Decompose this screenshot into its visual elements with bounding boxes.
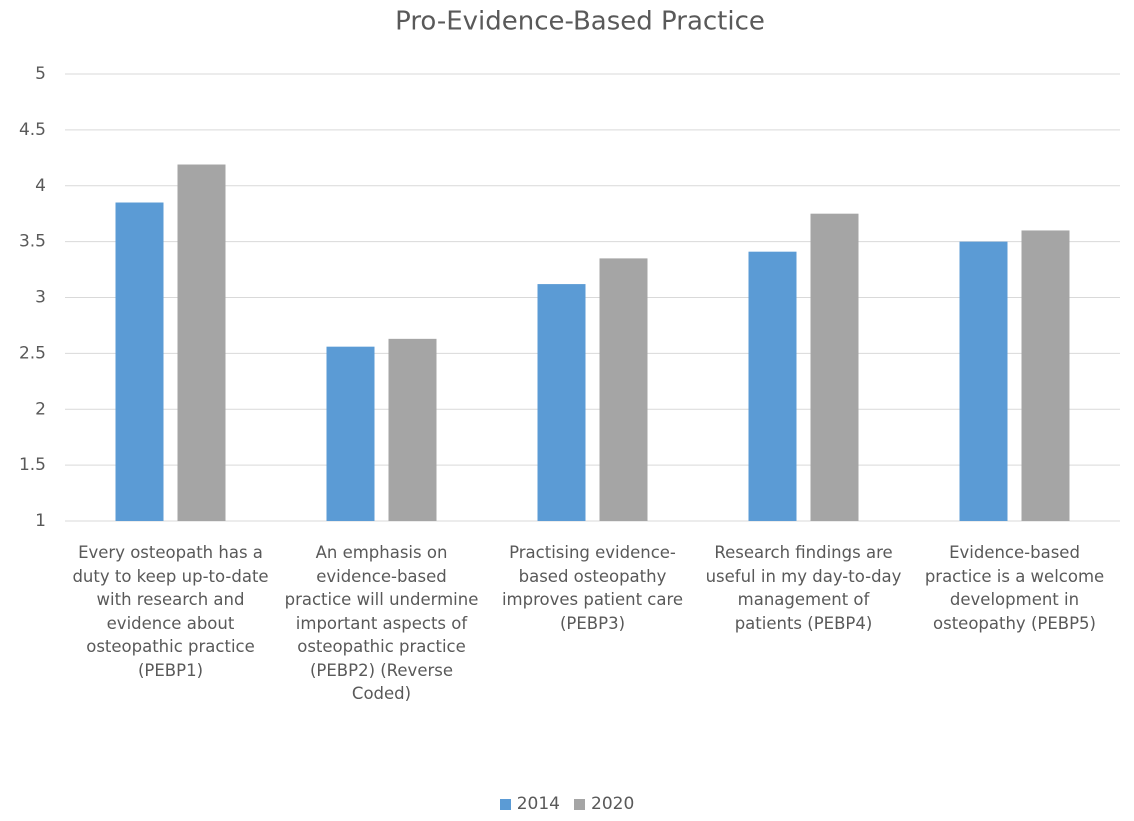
chart-title: Pro-Evidence-Based Practice [395, 7, 765, 37]
y-tick-label: 1.5 [19, 455, 46, 475]
y-tick-label: 3 [35, 288, 46, 308]
bar [326, 346, 375, 521]
y-tick-label: 5 [35, 64, 46, 84]
bar [388, 338, 437, 521]
bar [959, 241, 1008, 521]
x-tick-label: Evidence-based practice is a welcome dev… [924, 543, 1105, 633]
bar [748, 251, 797, 521]
x-tick-label: An emphasis on evidence-based practice w… [284, 543, 479, 703]
bar [1021, 230, 1070, 521]
legend-swatch [499, 798, 511, 810]
x-tick-label: Practising evidence-based osteopathy imp… [501, 543, 684, 633]
y-tick-label: 4.5 [19, 120, 46, 140]
bar [599, 258, 648, 521]
bar [115, 202, 164, 521]
y-tick-label: 1 [35, 511, 46, 531]
y-tick-label: 3.5 [19, 232, 46, 252]
legend-item: 2020 [574, 794, 634, 814]
legend-item: 2014 [499, 794, 560, 814]
y-tick-label: 4 [35, 176, 46, 196]
y-tick-label: 2 [35, 399, 46, 419]
y-tick-label: 2.5 [19, 343, 46, 363]
bar [177, 164, 226, 521]
legend-swatch [574, 798, 585, 810]
bar [537, 284, 586, 521]
x-tick-label: Research findings are useful in my day-t… [705, 543, 902, 633]
x-tick-label: Every osteopath has a duty to keep up-to… [72, 543, 269, 680]
bar [810, 213, 859, 521]
legend-label: 2020 [591, 794, 635, 814]
legend: 2014 2020 [0, 794, 1134, 814]
legend-label: 2014 [516, 794, 560, 814]
